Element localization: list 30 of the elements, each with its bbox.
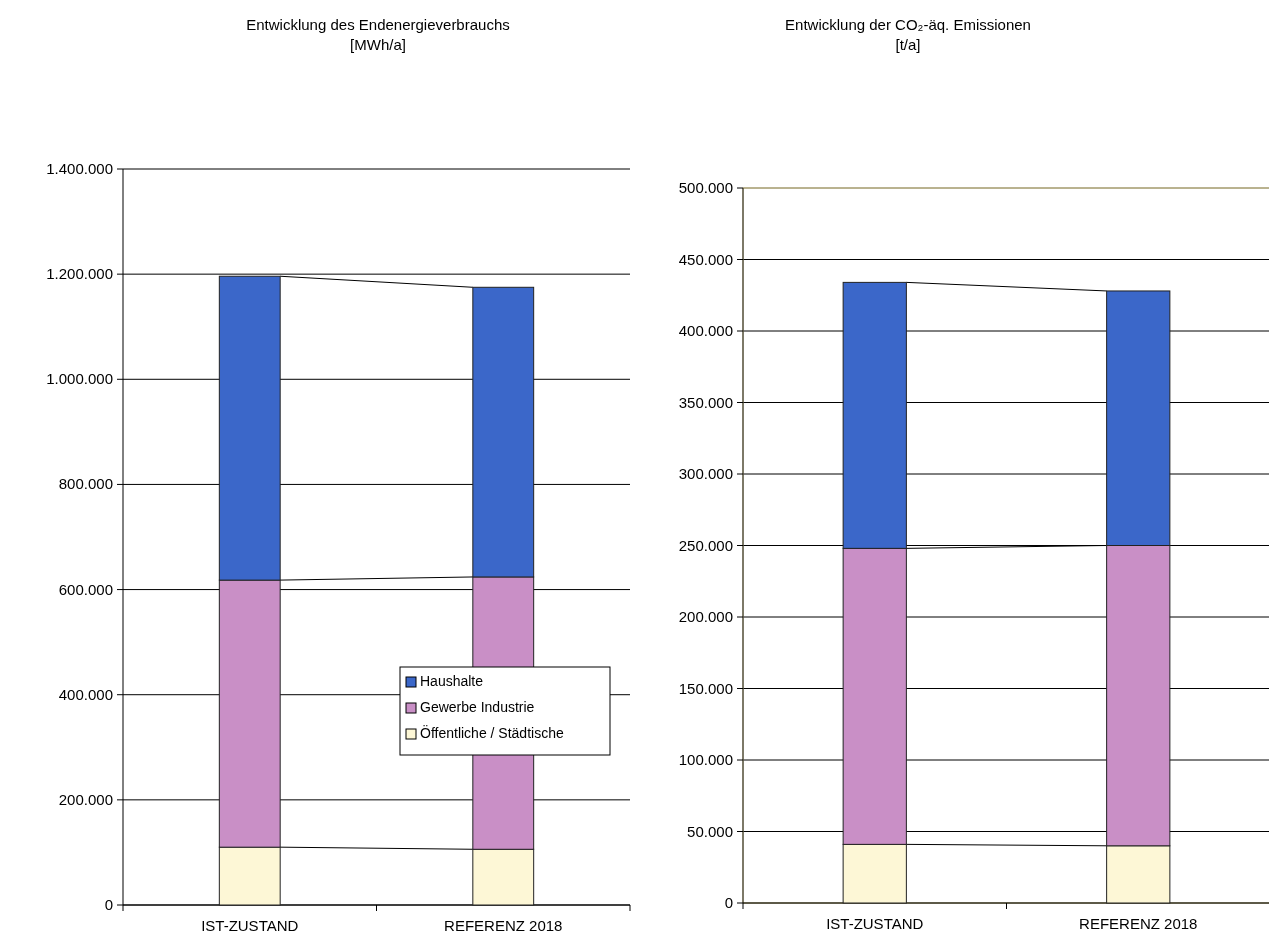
chart-title: Entwicklung der CO₂-äq. Emissionen (785, 16, 1031, 33)
y-tick-label: 450.000 (678, 250, 733, 268)
y-tick-label: 1.000.000 (46, 370, 113, 388)
y-tick-label: 50.000 (687, 822, 733, 840)
chart-title: Entwicklung des Endenergieverbrauchs (246, 16, 510, 33)
legend-label: Öffentliche / Städtische (420, 724, 564, 741)
x-tick-label: IST-ZUSTAND (201, 917, 299, 934)
legend-label: Gewerbe Industrie (420, 699, 535, 715)
x-tick-label: REFERENZ 2018 (1079, 915, 1198, 932)
chart-subtitle: [t/a] (895, 36, 921, 53)
y-tick-label: 600.000 (58, 580, 113, 598)
y-tick-label: 300.000 (678, 465, 733, 482)
y-tick-label: 150.000 (678, 679, 733, 697)
x-tick-label: REFERENZ 2018 (444, 917, 563, 934)
y-tick-label: 1.200.000 (46, 265, 113, 283)
x-tick-label: IST-ZUSTAND (826, 915, 924, 932)
y-tick-label: 400.000 (678, 322, 733, 339)
y-tick-label: 200.000 (678, 608, 733, 625)
y-tick-label: 800.000 (58, 475, 113, 493)
y-tick-label: 100.000 (678, 751, 733, 768)
y-tick-label: 250.000 (678, 536, 733, 554)
y-tick-label: 0 (724, 894, 733, 911)
y-tick-label: 350.000 (678, 393, 733, 411)
legend-label: Haushalte (420, 673, 484, 689)
y-tick-label: 500.000 (678, 179, 733, 196)
y-tick-label: 400.000 (58, 685, 113, 703)
y-tick-label: 1.400.000 (46, 160, 113, 177)
y-tick-label: 200.000 (58, 790, 113, 808)
chart-subtitle: [MWh/a] (350, 36, 406, 53)
y-tick-label: 0 (104, 896, 113, 913)
